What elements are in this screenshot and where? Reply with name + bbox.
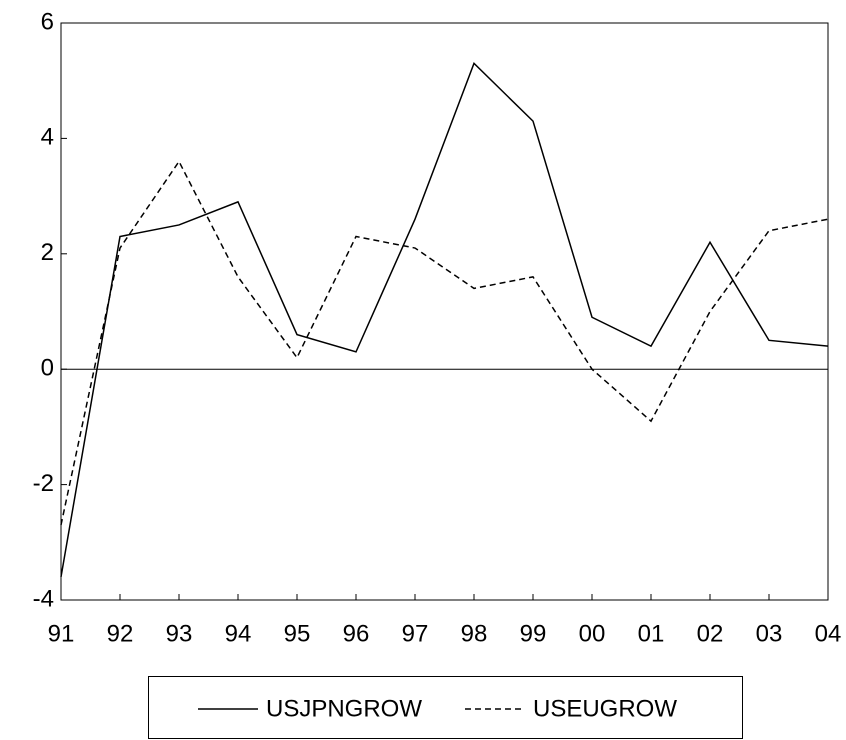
y-tick-label: 2 — [41, 239, 54, 266]
legend-label: USJPNGROW — [266, 695, 422, 722]
series-line — [60, 160, 829, 526]
x-tick-label: 91 — [48, 620, 75, 647]
x-tick-label: 00 — [579, 620, 606, 647]
plot-frame — [60, 22, 829, 601]
x-tick-label: 01 — [638, 620, 665, 647]
x-tick-label: 92 — [107, 620, 134, 647]
x-tick-label: 99 — [520, 620, 547, 647]
x-tick-label: 03 — [756, 620, 783, 647]
x-tick-label: 96 — [343, 620, 370, 647]
x-tick-label: 02 — [697, 620, 724, 647]
x-tick-label: 95 — [284, 620, 311, 647]
x-tick-label: 94 — [225, 620, 252, 647]
y-tick-label: -2 — [33, 470, 54, 497]
legend-label: USEUGROW — [533, 695, 677, 722]
y-tick-label: -4 — [33, 585, 54, 612]
legend-box — [148, 676, 743, 739]
y-tick-label: 0 — [41, 355, 54, 382]
y-tick-label: 6 — [41, 8, 54, 35]
series-line — [60, 62, 829, 578]
x-tick-label: 04 — [815, 620, 842, 647]
x-tick-label: 97 — [402, 620, 429, 647]
y-tick-label: 4 — [41, 124, 54, 151]
x-tick-label: 93 — [166, 620, 193, 647]
x-tick-label: 98 — [461, 620, 488, 647]
